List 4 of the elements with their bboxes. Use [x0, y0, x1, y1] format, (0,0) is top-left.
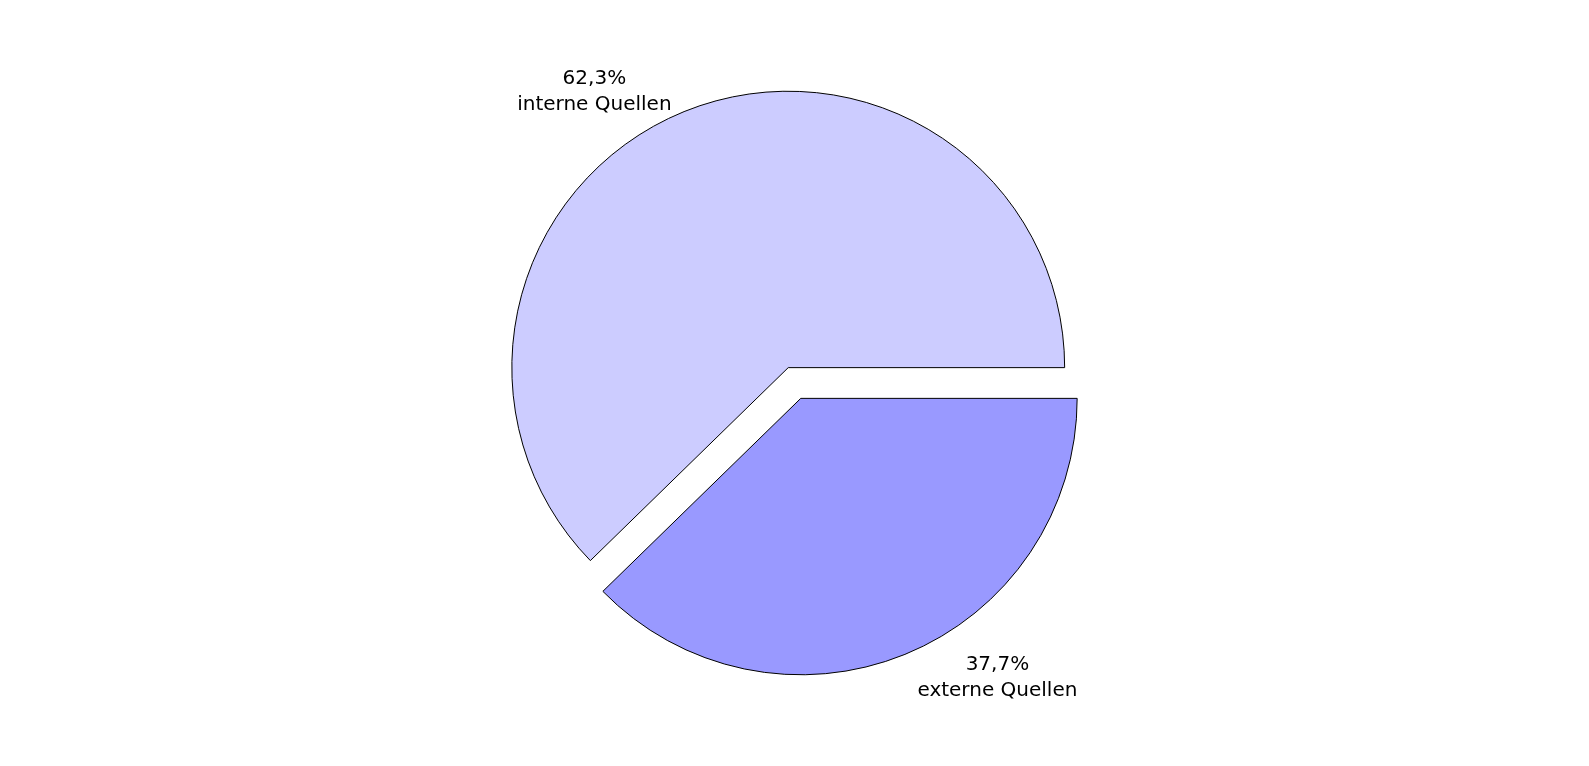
slice-label: interne Quellen: [517, 91, 672, 116]
data-label: 37,7%: [965, 650, 1030, 675]
data-label: 62,3%: [562, 65, 627, 90]
slice-label: externe Quellen: [917, 676, 1078, 701]
